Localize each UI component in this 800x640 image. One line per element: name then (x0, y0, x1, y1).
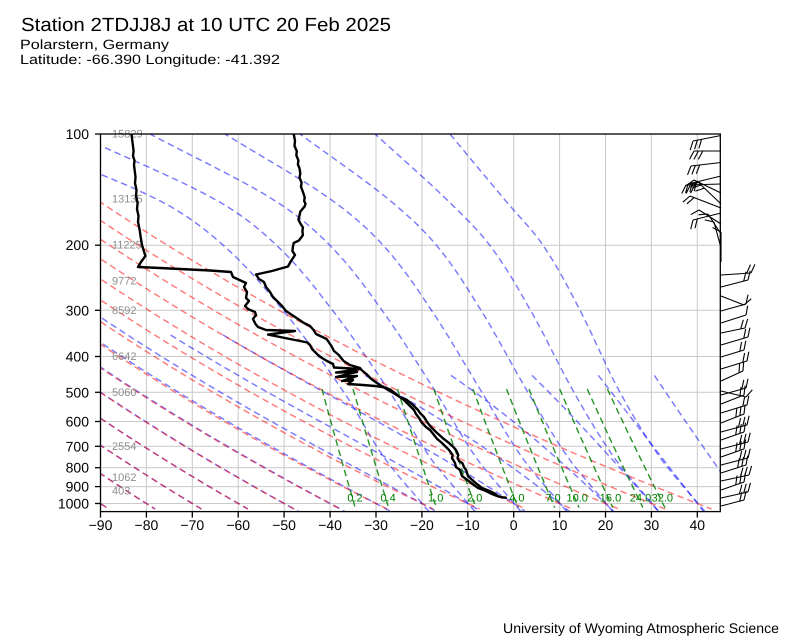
svg-text:5060: 5060 (112, 387, 136, 399)
svg-text:−90: −90 (89, 517, 113, 533)
svg-text:−10: −10 (456, 517, 480, 533)
svg-text:−60: −60 (226, 517, 250, 533)
svg-text:11225: 11225 (112, 240, 142, 252)
svg-text:40: 40 (690, 517, 706, 533)
svg-text:2.0: 2.0 (467, 493, 482, 505)
svg-text:−80: −80 (135, 517, 159, 533)
svg-text:0.2: 0.2 (347, 493, 362, 505)
svg-text:200: 200 (66, 237, 90, 253)
svg-text:400: 400 (66, 349, 90, 365)
svg-text:Latitude: -66.390 Longitude: -: Latitude: -66.390 Longitude: -41.392 (20, 52, 280, 67)
svg-text:1000: 1000 (58, 496, 89, 512)
svg-text:16.0: 16.0 (600, 493, 621, 505)
svg-text:−20: −20 (410, 517, 434, 533)
svg-text:2554: 2554 (112, 441, 136, 453)
svg-text:−70: −70 (180, 517, 204, 533)
svg-text:Polarstern, Germany: Polarstern, Germany (20, 37, 169, 52)
svg-text:800: 800 (66, 460, 90, 476)
svg-text:300: 300 (66, 302, 90, 318)
svg-text:7.0: 7.0 (545, 493, 560, 505)
svg-text:10: 10 (552, 517, 568, 533)
svg-text:0: 0 (510, 517, 518, 533)
svg-text:32.0: 32.0 (652, 493, 673, 505)
svg-text:−40: −40 (318, 517, 342, 533)
svg-text:403: 403 (112, 486, 130, 498)
svg-text:1.0: 1.0 (428, 493, 443, 505)
svg-text:University of Wyoming Atmosphe: University of Wyoming Atmospheric Scienc… (503, 620, 779, 636)
svg-text:24.0: 24.0 (630, 493, 651, 505)
svg-text:4.0: 4.0 (509, 493, 524, 505)
svg-text:8592: 8592 (112, 305, 136, 317)
svg-text:500: 500 (66, 384, 90, 400)
svg-text:700: 700 (66, 438, 90, 454)
svg-text:1062: 1062 (112, 472, 136, 484)
svg-text:100: 100 (66, 126, 90, 142)
svg-text:6642: 6642 (112, 351, 136, 363)
svg-text:30: 30 (644, 517, 660, 533)
svg-text:900: 900 (66, 479, 90, 495)
svg-text:Station 2TDJJ8J at 10 UTC 20 F: Station 2TDJJ8J at 10 UTC 20 Feb 2025 (21, 15, 391, 36)
svg-text:−50: −50 (272, 517, 296, 533)
svg-text:−30: −30 (364, 517, 388, 533)
svg-text:20: 20 (598, 517, 614, 533)
svg-text:9772: 9772 (112, 276, 136, 288)
svg-text:600: 600 (66, 414, 90, 430)
svg-text:10.0: 10.0 (566, 493, 587, 505)
svg-text:0.4: 0.4 (380, 493, 395, 505)
